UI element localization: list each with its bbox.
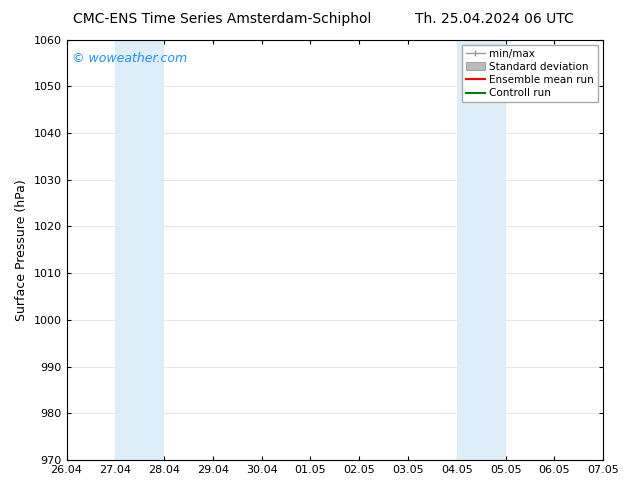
Legend: min/max, Standard deviation, Ensemble mean run, Controll run: min/max, Standard deviation, Ensemble me…	[462, 45, 598, 102]
Text: © woweather.com: © woweather.com	[72, 52, 187, 65]
Bar	[139, 40, 164, 460]
Bar	[481, 40, 505, 460]
Text: Th. 25.04.2024 06 UTC: Th. 25.04.2024 06 UTC	[415, 12, 574, 26]
Bar	[456, 40, 481, 460]
Bar	[115, 40, 139, 460]
Text: CMC-ENS Time Series Amsterdam-Schiphol: CMC-ENS Time Series Amsterdam-Schiphol	[73, 12, 371, 26]
Y-axis label: Surface Pressure (hPa): Surface Pressure (hPa)	[15, 179, 28, 321]
